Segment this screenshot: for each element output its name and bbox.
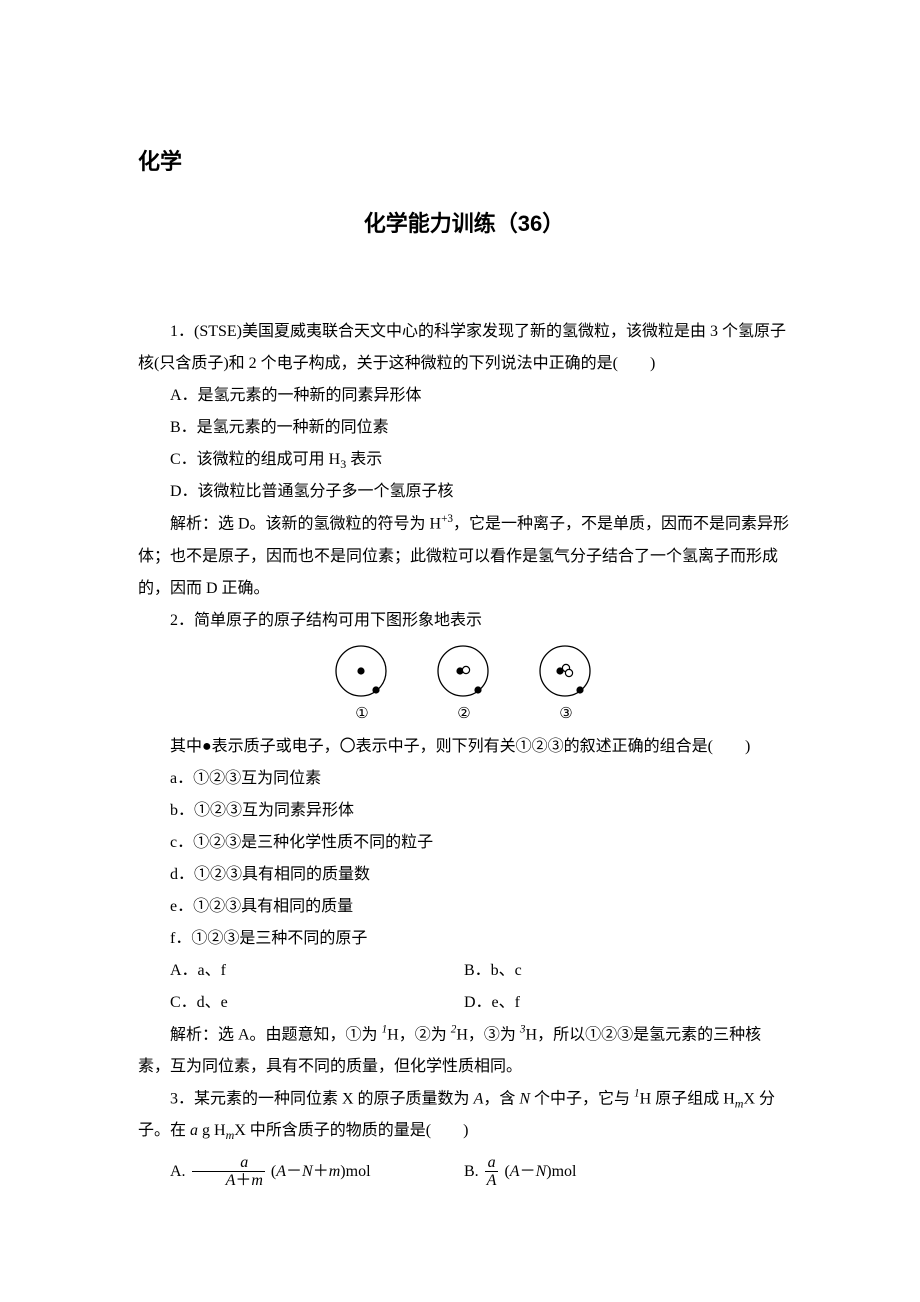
q3-b-min: － [520,1162,536,1179]
q3-b-frac: a A [485,1154,499,1190]
q1-option-a: A．是氢元素的一种新的同素异形体 [138,380,790,412]
q2-e: e．①②③具有相同的质量 [138,891,790,923]
q1-exp-sup: +3 [441,513,453,525]
q2-line1: 其中●表示质子或电子，〇表示中子，则下列有关①②③的叙述正确的组合是( ) [138,731,790,763]
q3-s3: 个中子，它与 [530,1090,634,1107]
atom-1-label: ① [355,699,368,729]
q2-stem: 2．简单原子的原子结构可用下图形象地表示 [138,605,790,637]
q3-s2: ，含 [483,1090,519,1107]
q2-c: c．①②③是三种化学性质不同的粒子 [138,827,790,859]
worksheet-title: 化学能力训练（36） [138,202,790,246]
q1-c-post: 表示 [346,451,382,468]
q3-a: a [190,1122,198,1139]
atom-3-svg [535,643,597,701]
q3-option-b: B. a A (A－N)mol [464,1154,790,1190]
atom-1-svg [331,643,393,701]
q2-h2-sym: H [456,1026,468,1043]
q2-explanation: 解析：选 A。由题意知，①为 1H，②为 2H，③为 3H，所以①②③是氢元素的… [138,1019,790,1083]
q3-a-t2: N [302,1162,313,1179]
q2-opt-b: B．b、c [464,955,790,987]
subject-heading: 化学 [138,140,790,184]
q3-m2: m [226,1129,235,1143]
q3-a-t1: A [276,1162,286,1179]
q3-b-p2: )mol [546,1162,576,1179]
q2-exp-pre: 解析：选 A。由题意知，①为 [170,1026,382,1043]
atom-1: ① [331,643,393,729]
q1-option-d: D．该微粒比普通氢分子多一个氢原子核 [138,476,790,508]
q2-opt-c: C．d、e [138,987,464,1019]
q3-s1: 3．某元素的一种同位素 X 的原子质量数为 [170,1090,474,1107]
q3-a-t3: m [329,1162,341,1179]
q3-a-frac: a A＋m [192,1154,265,1190]
q2-h3-sym: H [526,1026,538,1043]
q3-b-t2: N [536,1162,547,1179]
q3-s6: g H [198,1122,226,1139]
q3-a-num: a [192,1154,265,1173]
q3-b-t1: A [510,1162,520,1179]
q2-exp-mid2: ，③为 [468,1026,520,1043]
q3-b-label: B. [464,1162,479,1179]
q3-a-den: A＋m [192,1172,265,1190]
q2-d: d．①②③具有相同的质量数 [138,859,790,891]
q3-A: A [474,1090,484,1107]
q2-opt-a: A．a、f [138,955,464,987]
q3-option-a: A. a A＋m (A－N＋m)mol [138,1154,464,1190]
q3-s4: 原子组成 H [651,1090,735,1107]
q1-exp-pre: 解析：选 D。该新的氢微粒的符号为 H [170,516,441,533]
q2-b: b．①②③互为同素异形体 [138,795,790,827]
document-page: 化学 化学能力训练（36） 1．(STSE)美国夏威夷联合天文中心的科学家发现了… [0,0,920,1250]
q3-a-plus: ＋ [313,1162,329,1179]
q3-a-label: A. [170,1162,186,1179]
atom-diagram: ① ② [138,643,790,729]
atom-3: ③ [535,643,597,729]
q2-h1-sym: H [387,1026,399,1043]
q2-row-cd: C．d、e D．e、f [138,987,790,1019]
q2-opt-d: D．e、f [464,987,790,1019]
q3-a-min1: － [286,1162,302,1179]
q3-N: N [519,1090,530,1107]
atom-2: ② [433,643,495,729]
q1-stem: 1．(STSE)美国夏威夷联合天文中心的科学家发现了新的氢微粒，该微粒是由 3 … [138,316,790,380]
atom-2-label: ② [457,699,470,729]
q3-s7: X 中所含质子的物质的量是( ) [234,1122,468,1139]
q3-h-sym: H [640,1090,652,1107]
atom-2-svg [433,643,495,701]
q2-a: a．①②③互为同位素 [138,763,790,795]
q2-exp-mid1: ，②为 [399,1026,451,1043]
q2-row-ab: A．a、f B．b、c [138,955,790,987]
q3-row-ab: A. a A＋m (A－N＋m)mol B. a A (A－N)mol [138,1154,790,1190]
q1-c-pre: C．该微粒的组成可用 H [170,451,340,468]
q3-b-num: a [485,1154,499,1173]
q1-option-b: B．是氢元素的一种新的同位素 [138,412,790,444]
q2-f: f．①②③是三种不同的原子 [138,923,790,955]
q1-explanation: 解析：选 D。该新的氢微粒的符号为 H+3，它是一种离子，不是单质，因而不是同素… [138,508,790,604]
atom-3-label: ③ [559,699,572,729]
q3-a-p2: )mol [340,1162,370,1179]
q1-option-c: C．该微粒的组成可用 H3 表示 [138,444,790,476]
q3-stem: 3．某元素的一种同位素 X 的原子质量数为 A，含 N 个中子，它与 1H 原子… [138,1083,790,1148]
q3-b-den: A [485,1172,499,1190]
